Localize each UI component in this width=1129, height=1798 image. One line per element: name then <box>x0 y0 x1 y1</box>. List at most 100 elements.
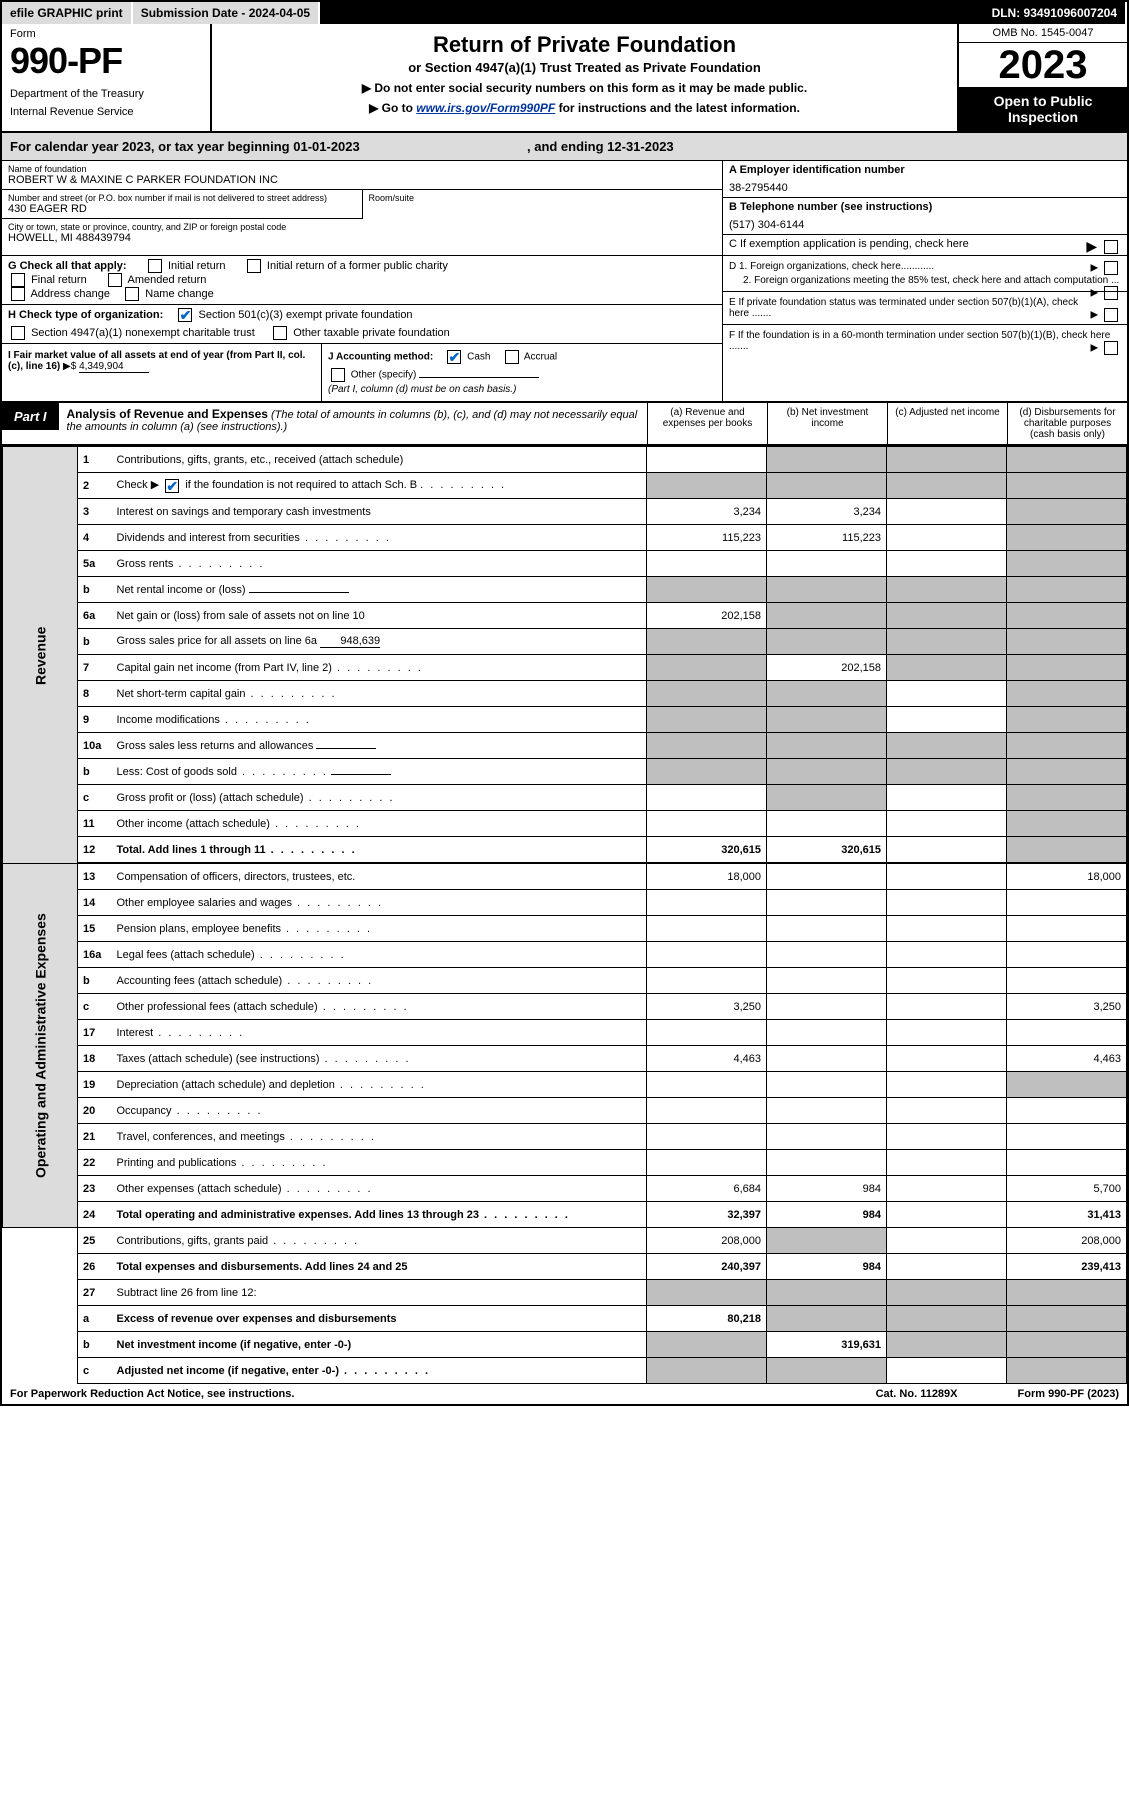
r16c-desc: Other professional fees (attach schedule… <box>112 994 647 1020</box>
h-other-checkbox[interactable] <box>273 326 287 340</box>
row-10a: 10aGross sales less returns and allowanc… <box>3 733 1127 759</box>
g-address-checkbox[interactable] <box>11 287 25 301</box>
i-cell: I Fair market value of all assets at end… <box>2 344 322 401</box>
h-row: H Check type of organization: Section 50… <box>2 305 722 344</box>
part1-table: Revenue 1Contributions, gifts, grants, e… <box>2 446 1127 1384</box>
r27-desc: Subtract line 26 from line 12: <box>112 1280 647 1306</box>
ein-label: A Employer identification number <box>729 164 1121 176</box>
g-initial-checkbox[interactable] <box>148 259 162 273</box>
calyear-end: 12-31-2023 <box>607 139 674 154</box>
form990pf-link[interactable]: www.irs.gov/Form990PF <box>416 101 555 115</box>
r23-d: 5,700 <box>1007 1176 1127 1202</box>
omb-number: OMB No. 1545-0047 <box>959 24 1127 43</box>
row-27c: cAdjusted net income (if negative, enter… <box>3 1358 1127 1384</box>
d2-label: 2. Foreign organizations meeting the 85%… <box>743 275 1119 286</box>
e-checkbox[interactable] <box>1104 308 1118 322</box>
f-label: F If the foundation is in a 60-month ter… <box>729 330 1110 352</box>
g-initial-former-checkbox[interactable] <box>247 259 261 273</box>
c-label: C If exemption application is pending, c… <box>729 238 969 250</box>
row-7: 7Capital gain net income (from Part IV, … <box>3 655 1127 681</box>
row-13: Operating and Administrative Expenses 13… <box>3 864 1127 890</box>
g-final-checkbox[interactable] <box>11 273 25 287</box>
form-page: efile GRAPHIC print Submission Date - 20… <box>0 0 1129 1406</box>
r10b-desc: Less: Cost of goods sold <box>112 759 647 785</box>
f-field: F If the foundation is in a 60-month ter… <box>723 325 1127 357</box>
tax-year: 2023 <box>959 43 1127 87</box>
row-27: 27Subtract line 26 from line 12: <box>3 1280 1127 1306</box>
r11-desc: Other income (attach schedule) <box>112 811 647 837</box>
d1-field: D 1. Foreign organizations, check here..… <box>723 256 1127 292</box>
row-25: 25Contributions, gifts, grants paid 208,… <box>3 1228 1127 1254</box>
r3-b: 3,234 <box>767 499 887 525</box>
c-checkbox[interactable] <box>1104 240 1118 254</box>
row-14: 14Other employee salaries and wages <box>3 890 1127 916</box>
ein-field: A Employer identification number 38-2795… <box>723 161 1127 198</box>
city-value: HOWELL, MI 488439794 <box>8 232 716 244</box>
r25-a: 208,000 <box>647 1228 767 1254</box>
h-4947-checkbox[interactable] <box>11 326 25 340</box>
tel-label: B Telephone number (see instructions) <box>729 201 1121 213</box>
checks-block: G Check all that apply: Initial return I… <box>2 256 1127 403</box>
g-initial-former-label: Initial return of a former public charit… <box>267 260 448 272</box>
r7-b: 202,158 <box>767 655 887 681</box>
r5b-desc: Net rental income or (loss) <box>112 577 647 603</box>
j-accrual-checkbox[interactable] <box>505 350 519 364</box>
j-note: (Part I, column (d) must be on cash basi… <box>328 384 716 395</box>
r27b-desc: Net investment income (if negative, ente… <box>112 1332 647 1358</box>
note2-pre: ▶ Go to <box>369 101 416 115</box>
r12-b: 320,615 <box>767 837 887 863</box>
calyear-mid: , and ending <box>527 139 607 154</box>
r1-desc: Contributions, gifts, grants, etc., rece… <box>112 447 647 473</box>
g-name-checkbox[interactable] <box>125 287 139 301</box>
r2-checkbox[interactable] <box>165 479 179 493</box>
r5a-desc: Gross rents <box>112 551 647 577</box>
e-field: E If private foundation status was termi… <box>723 292 1127 325</box>
calyear-begin: 01-01-2023 <box>293 139 360 154</box>
r27c-desc: Adjusted net income (if negative, enter … <box>112 1358 647 1384</box>
r8-desc: Net short-term capital gain <box>112 681 647 707</box>
footer-paperwork: For Paperwork Reduction Act Notice, see … <box>10 1388 876 1400</box>
i-label: I Fair market value of all assets at end… <box>8 350 305 372</box>
row-21: 21Travel, conferences, and meetings <box>3 1124 1127 1150</box>
r23-a: 6,684 <box>647 1176 767 1202</box>
topbar: efile GRAPHIC print Submission Date - 20… <box>2 2 1127 24</box>
r13-d: 18,000 <box>1007 864 1127 890</box>
h-501-checkbox[interactable] <box>178 308 192 322</box>
r14-desc: Other employee salaries and wages <box>112 890 647 916</box>
open-public-badge: Open to Public Inspection <box>959 87 1127 131</box>
part1-header-row: Part I Analysis of Revenue and Expenses … <box>2 403 1127 446</box>
form-number: 990-PF <box>10 40 202 82</box>
header-row: Form 990-PF Department of the Treasury I… <box>2 24 1127 133</box>
efile-box: efile GRAPHIC print <box>2 2 133 24</box>
row-2: 2 Check ▶ if the foundation is not requi… <box>3 473 1127 499</box>
r13-desc: Compensation of officers, directors, tru… <box>112 864 647 890</box>
r18-a: 4,463 <box>647 1046 767 1072</box>
row-16c: cOther professional fees (attach schedul… <box>3 994 1127 1020</box>
g-address-label: Address change <box>30 288 110 300</box>
row-27a: aExcess of revenue over expenses and dis… <box>3 1306 1127 1332</box>
row-4: 4Dividends and interest from securities … <box>3 525 1127 551</box>
row-9: 9Income modifications <box>3 707 1127 733</box>
col-c-header: (c) Adjusted net income <box>887 403 1007 444</box>
r3-a: 3,234 <box>647 499 767 525</box>
f-checkbox[interactable] <box>1104 341 1118 355</box>
j-other-label: Other (specify) <box>351 370 417 381</box>
row-16b: bAccounting fees (attach schedule) <box>3 968 1127 994</box>
r19-desc: Depreciation (attach schedule) and deple… <box>112 1072 647 1098</box>
r6b-desc: Gross sales price for all assets on line… <box>112 629 647 655</box>
r4-a: 115,223 <box>647 525 767 551</box>
col-d-header: (d) Disbursements for charitable purpose… <box>1007 403 1127 444</box>
g-final-label: Final return <box>31 274 87 286</box>
submission-date-box: Submission Date - 2024-04-05 <box>133 2 320 24</box>
r16c-d: 3,250 <box>1007 994 1127 1020</box>
footer-formid: Form 990-PF (2023) <box>1018 1388 1119 1400</box>
r24-a: 32,397 <box>647 1202 767 1228</box>
j-cash-checkbox[interactable] <box>447 350 461 364</box>
d1-checkbox[interactable] <box>1104 261 1118 275</box>
r26-a: 240,397 <box>647 1254 767 1280</box>
street-value: 430 EAGER RD <box>8 203 356 215</box>
g-amended-checkbox[interactable] <box>108 273 122 287</box>
r12-a: 320,615 <box>647 837 767 863</box>
d2-checkbox[interactable] <box>1104 286 1118 300</box>
j-other-checkbox[interactable] <box>331 368 345 382</box>
